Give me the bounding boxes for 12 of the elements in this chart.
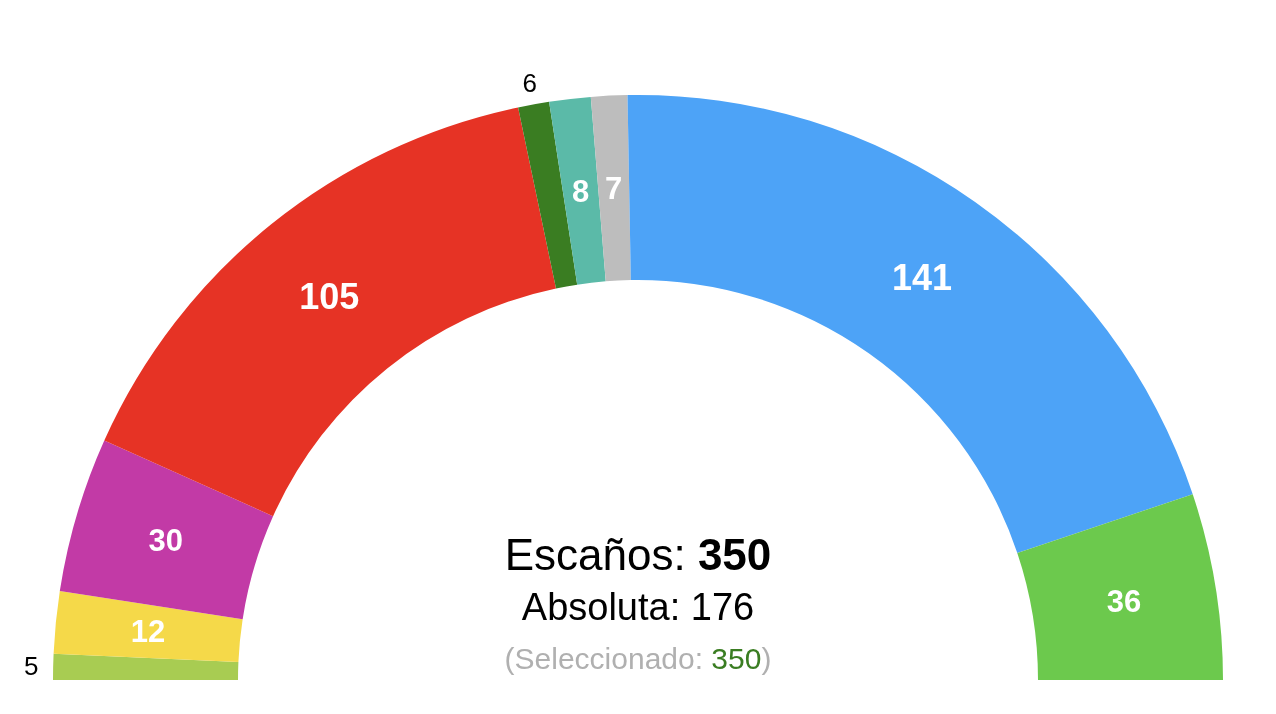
text: (Seleccionado: 350) — [504, 641, 772, 675]
text: Escaños: 350 — [504, 530, 772, 580]
data-label: 7 — [605, 170, 623, 206]
data-label: 30 — [148, 523, 183, 559]
data-label: 105 — [299, 275, 360, 317]
text: Absoluta: 176 — [521, 586, 755, 629]
data-label: 8 — [572, 173, 590, 209]
data-label: 141 — [892, 257, 953, 299]
data-label: 12 — [130, 614, 166, 650]
data-label: 5 — [23, 651, 39, 682]
data-label: 36 — [1106, 583, 1142, 619]
data-label: 6 — [522, 67, 537, 98]
